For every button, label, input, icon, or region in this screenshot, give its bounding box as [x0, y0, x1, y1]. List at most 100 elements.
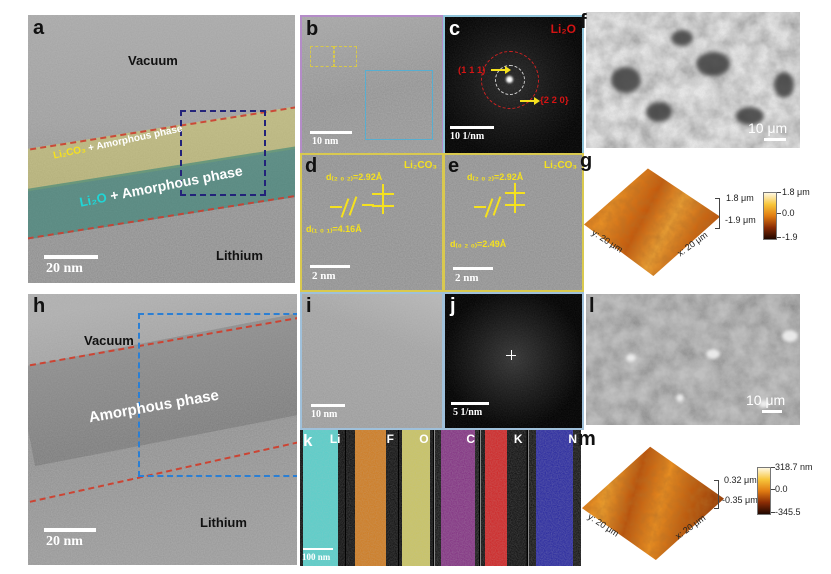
roi-box-yellow-1 — [310, 46, 334, 67]
colorbar-tick-mid — [771, 489, 775, 490]
eds-label-n: N — [568, 432, 577, 446]
panel-k-eds-maps: Li F O C K N — [300, 430, 581, 566]
sem-pore — [611, 67, 641, 93]
panel-k-scale-bar — [303, 548, 333, 550]
fft-center-spot — [506, 76, 513, 83]
sem-bright-spot — [782, 330, 798, 342]
panel-c-fft: c Li₂O (1 1 1) {2 2 0} 10 1/nm — [443, 15, 584, 155]
afm-3d-surface — [584, 168, 720, 276]
arrow-111-head — [505, 66, 511, 74]
afm-texture — [582, 446, 724, 560]
scale-bar — [310, 131, 352, 134]
panel-i-hrtem: i 10 nm — [300, 292, 444, 430]
panel-g-label: g — [580, 150, 593, 172]
lattice-arrow-right — [508, 204, 520, 206]
eds-stripe-f — [354, 430, 387, 566]
roi-box-cyan — [365, 70, 433, 140]
eds-map-li: Li — [300, 430, 345, 566]
panel-d-label: d — [305, 155, 318, 177]
sem-bright-spot — [706, 349, 720, 359]
panel-f-label: f — [580, 11, 587, 33]
scale-bar — [450, 126, 494, 129]
panel-a-tem: a Vacuum Li₂CO₃ + Amorphous phase Li₂O +… — [28, 15, 295, 283]
eds-label-o: O — [419, 432, 429, 446]
vacuum-label: Vacuum — [84, 333, 134, 348]
eds-label-c: C — [466, 432, 476, 446]
colorbar-tick-mid — [777, 213, 781, 214]
fft-center-cross-v — [511, 350, 512, 360]
colorbar-max-label: 1.8 μm — [782, 187, 810, 197]
panel-h-label: h — [33, 295, 46, 317]
scale-bar-label: 2 nm — [312, 270, 336, 282]
colorbar-mid-label: 0.0 — [782, 208, 795, 218]
eds-stripe-li — [302, 430, 339, 566]
lattice-arrow-vertical — [382, 184, 384, 214]
panel-m-label: m — [578, 428, 596, 450]
lattice-mark-parallel-2 — [348, 196, 358, 216]
d-spacing-1-label: d₍₂ ₀ ₂₎=2.92Å — [326, 172, 383, 182]
eds-stripe-k — [484, 430, 508, 566]
lattice-arrow-vertical — [514, 183, 516, 213]
scale-bar-label: 10 μm — [748, 120, 788, 136]
sem-bright-spot — [759, 400, 769, 408]
diffraction-ring-inner — [495, 65, 525, 95]
lattice-mark-parallel-2 — [492, 196, 502, 216]
panel-e-hrtem: e Li₂CO₃ d₍₂ ₀ ₂₎=2.92Å d₍₀ ₂ ₀₎=2.49Å 2… — [443, 153, 584, 292]
scale-bar — [311, 404, 345, 407]
colorbar-tick-min — [771, 512, 775, 513]
sem-pore — [671, 30, 693, 46]
panel-k-label: k — [303, 431, 313, 450]
colorbar-mid-label: 0.0 — [775, 484, 788, 494]
colorbar-tick-max — [777, 192, 781, 193]
afm-colorbar — [757, 467, 771, 515]
li2co3-compound-label: Li₂CO₃ — [544, 160, 577, 171]
colorbar-min-label: -1.9 — [782, 232, 798, 242]
d-spacing-2-label: d₍₁ ₀ ₁₎=4.16Å — [306, 224, 362, 234]
z-axis-min-label: -0.35 μm — [722, 495, 758, 505]
lattice-arrow-right — [362, 204, 374, 206]
d-spacing-1-label: d₍₂ ₀ ₂₎=2.92Å — [467, 172, 524, 182]
z-axis-tick-top — [715, 198, 720, 199]
eds-stripe-c — [441, 430, 475, 566]
eds-map-o: O — [398, 430, 433, 566]
eds-map-c: C — [433, 430, 480, 566]
z-axis-tick-bottom — [715, 228, 720, 229]
scale-bar — [310, 265, 350, 268]
li2o-compound-label: Li₂O — [550, 22, 576, 36]
scale-bar-label: 10 nm — [312, 136, 339, 147]
eds-map-n: N — [527, 430, 581, 566]
vacuum-label: Vacuum — [128, 53, 178, 68]
scale-bar — [762, 410, 782, 413]
panel-f-sem: 10 μm — [586, 12, 800, 148]
sem-bright-spot — [626, 354, 636, 362]
reflection-111-label: (1 1 1) — [458, 65, 486, 76]
scale-bar — [451, 402, 489, 405]
colorbar-max-label: 318.7 nm — [775, 462, 813, 472]
arrow-220 — [520, 100, 534, 102]
eds-stripe-n — [536, 430, 574, 566]
scale-bar-label: 2 nm — [455, 272, 479, 284]
panel-j-label: j — [450, 295, 456, 317]
panel-b-hrtem: b 10 nm — [300, 15, 444, 155]
scale-bar-label: 10 nm — [311, 409, 338, 420]
eds-map-k: K — [480, 430, 527, 566]
lithium-label: Lithium — [200, 515, 247, 530]
eds-label-k: K — [513, 432, 523, 446]
panel-l-sem: l 10 μm — [586, 294, 800, 425]
d-spacing-2-label: d₍₀ ₂ ₀₎=2.49Å — [450, 239, 507, 249]
z-axis-line — [719, 198, 720, 228]
scale-bar-label: 20 nm — [46, 261, 83, 276]
roi-box-navy — [180, 110, 266, 196]
lithium-label: Lithium — [216, 248, 263, 263]
eds-label-li: Li — [329, 432, 341, 446]
scale-bar — [453, 267, 493, 270]
diffraction-ring-outer — [481, 51, 539, 109]
eds-label-f: F — [386, 432, 394, 446]
eds-map-f: F — [345, 430, 398, 566]
afm-colorbar — [763, 192, 777, 240]
z-axis-tick-top — [714, 480, 719, 481]
scale-bar — [44, 528, 96, 532]
panel-i-label: i — [306, 295, 312, 317]
tem-noise-texture — [302, 294, 442, 428]
